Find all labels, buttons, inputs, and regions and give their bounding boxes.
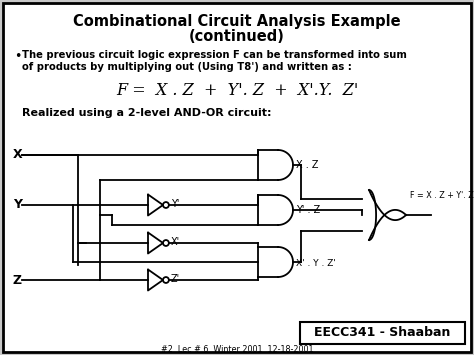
Text: Z: Z (13, 273, 22, 286)
Text: Y': Y' (171, 199, 179, 209)
Text: Y' . Z: Y' . Z (296, 205, 320, 215)
Circle shape (163, 202, 169, 208)
Text: •: • (14, 50, 21, 63)
Text: X: X (13, 148, 23, 162)
Text: X' . Y . Z': X' . Y . Z' (296, 258, 336, 268)
Text: Realized using a 2-level AND-OR circuit:: Realized using a 2-level AND-OR circuit: (22, 108, 272, 118)
Text: F = X . Z + Y'. Z + X'.Y. Z': F = X . Z + Y'. Z + X'.Y. Z' (410, 191, 474, 200)
Text: F =  X . Z  +  Y'. Z  +  X'.Y.  Z': F = X . Z + Y'. Z + X'.Y. Z' (116, 82, 358, 99)
Text: Z': Z' (171, 274, 180, 284)
Circle shape (163, 240, 169, 246)
Text: X . Z: X . Z (296, 160, 319, 170)
Text: The previous circuit logic expression F can be transformed into sum
of products : The previous circuit logic expression F … (22, 50, 407, 72)
Text: X': X' (171, 237, 180, 247)
Text: (continued): (continued) (189, 29, 285, 44)
Text: #2  Lec # 6  Winter 2001  12-18-2001: #2 Lec # 6 Winter 2001 12-18-2001 (161, 344, 313, 354)
Circle shape (163, 277, 169, 283)
Text: Y: Y (13, 198, 22, 212)
Text: Combinational Circuit Analysis Example: Combinational Circuit Analysis Example (73, 14, 401, 29)
Text: EECC341 - Shaaban: EECC341 - Shaaban (314, 327, 451, 339)
Bar (300, 322, 465, 344)
